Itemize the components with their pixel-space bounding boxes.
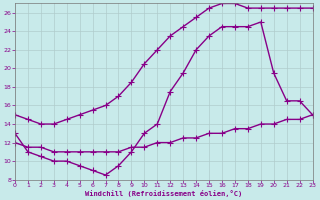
X-axis label: Windchill (Refroidissement éolien,°C): Windchill (Refroidissement éolien,°C) (85, 190, 242, 197)
